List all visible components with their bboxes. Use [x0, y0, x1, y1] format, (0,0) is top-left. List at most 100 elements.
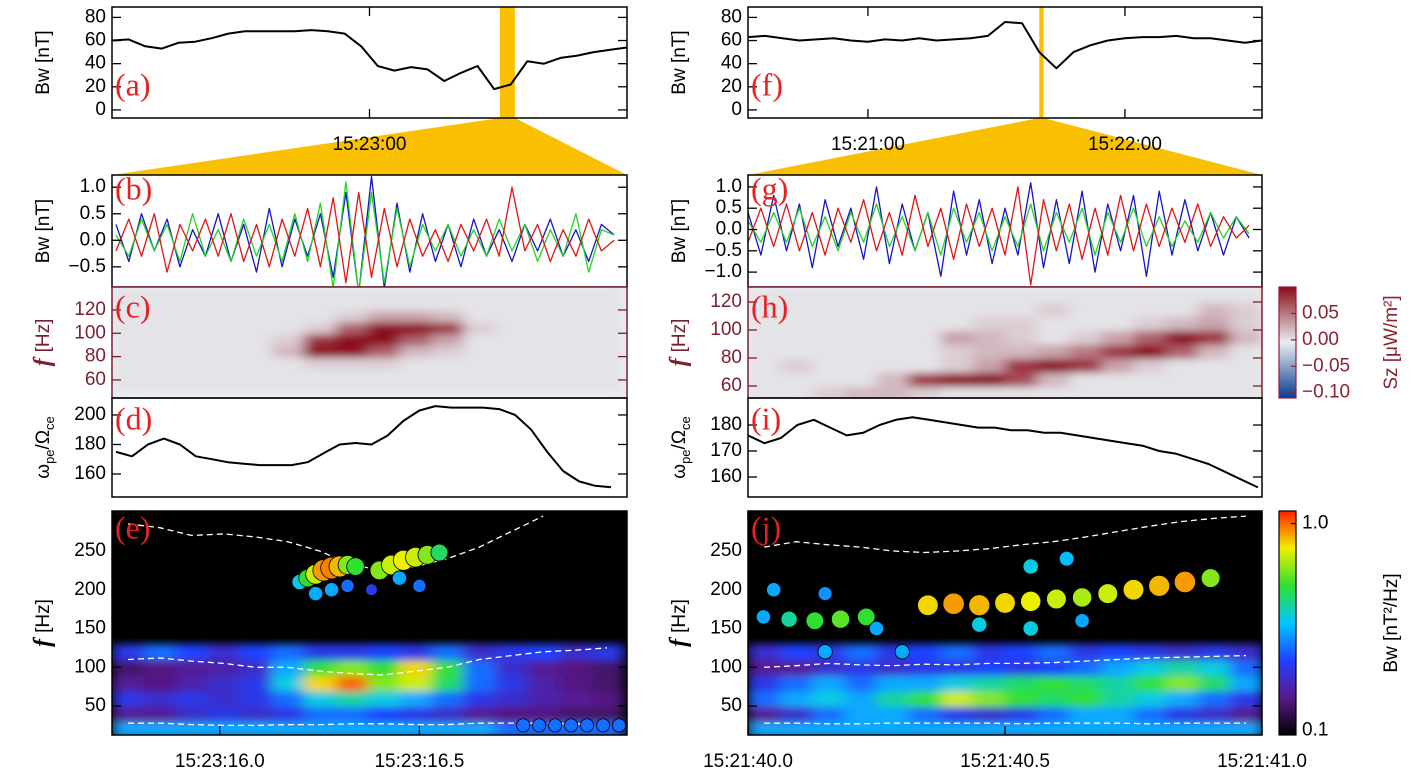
heatmap-cell: [812, 721, 846, 735]
x-tick-label: 15:23:00: [333, 134, 407, 155]
heatmap-cell: [367, 690, 401, 708]
heatmap-cell: [175, 333, 209, 346]
reference-line: [127, 647, 608, 676]
heatmap-cell: [1069, 371, 1103, 387]
heatmap-cell: [1197, 690, 1231, 708]
heatmap-cell: [748, 329, 782, 345]
heatmap-cell: [780, 644, 814, 661]
heatmap-cell: [1229, 371, 1262, 387]
heatmap-cell: [207, 379, 241, 393]
heatmap-cell: [591, 309, 625, 323]
heatmap-cell: [780, 329, 814, 345]
heatmap-cell: [1197, 301, 1231, 317]
heatmap-cell: [271, 690, 305, 708]
heatmap-cell: [175, 644, 209, 661]
panel-label: (j): [751, 509, 781, 545]
heatmap-cell: [1133, 357, 1167, 373]
y-tick-label: 100: [710, 656, 742, 677]
y-tick-label: 160: [710, 466, 742, 487]
heatmap-cell: [908, 287, 942, 303]
heatmap-cell: [495, 644, 529, 661]
heatmap-cell: [335, 644, 369, 661]
heatmap-cell: [876, 357, 910, 373]
heatmap-cell: [367, 659, 401, 677]
heatmap-cell: [812, 357, 846, 373]
heatmap-cell: [143, 333, 177, 346]
heatmap-cell: [143, 721, 177, 735]
y-axis-label-part: f: [666, 637, 692, 647]
heatmap-cell: [1197, 287, 1231, 303]
wave-point: [1022, 620, 1039, 637]
heatmap-cell: [239, 379, 273, 393]
heatmap-cell: [367, 721, 401, 735]
heatmap-cell: [495, 368, 529, 381]
heatmap-cell: [972, 287, 1006, 303]
heatmap-cell: [844, 385, 878, 398]
heatmap-cell: [175, 356, 209, 370]
heatmap-cell: [112, 298, 145, 311]
heatmap-cell: [591, 333, 625, 346]
data-line: [115, 405, 612, 489]
y-tick-label: 150: [710, 618, 742, 639]
heatmap-cell: [335, 721, 369, 735]
y-tick-label: 40: [85, 53, 106, 74]
heatmap-cell: [175, 321, 209, 335]
heatmap-cell: [972, 357, 1006, 373]
heatmap-cell: [399, 721, 433, 735]
heatmap-cell: [239, 333, 273, 346]
plot-area: [748, 287, 1262, 398]
heatmap-cell: [1197, 371, 1231, 387]
heatmap-cell: [1005, 690, 1039, 708]
heatmap-cell: [399, 298, 433, 311]
y-axis-label-part: ω: [33, 464, 54, 479]
heatmap-cell: [335, 368, 369, 381]
heatmap-cell: [112, 356, 145, 370]
heatmap-cell: [1005, 329, 1039, 345]
wave-point: [817, 644, 833, 660]
heatmap-cell: [844, 301, 878, 317]
colorbar-tick-label: −0.10: [1302, 382, 1350, 403]
heatmap-cell: [399, 644, 433, 661]
y-tick-label: 160: [74, 463, 106, 484]
heatmap-cell: [559, 321, 593, 335]
heatmap-cell: [780, 357, 814, 373]
heatmap-cells: [748, 287, 1262, 398]
heatmap-cell: [1101, 343, 1135, 359]
heatmap-cell: [940, 706, 974, 723]
heatmap-cell: [112, 721, 145, 735]
heatmap-cell: [1197, 385, 1231, 398]
heatmap-cell: [1229, 357, 1262, 373]
heatmap-cell: [908, 371, 942, 387]
heatmap-cell: [812, 385, 846, 398]
y-axis-label-part: /Ω: [33, 430, 54, 449]
wave-point: [917, 594, 939, 616]
heatmap-cell: [303, 309, 337, 323]
y-tick-label: 0.0: [716, 219, 742, 240]
heatmap-cell: [271, 379, 305, 393]
heatmap-cell: [112, 368, 145, 381]
wave-point: [971, 616, 988, 633]
heatmap-cell: [780, 706, 814, 723]
x-tick-label: 15:21:41.0: [1217, 751, 1307, 772]
heatmap-cell: [940, 357, 974, 373]
x-tick-label: 15:21:40.5: [960, 751, 1050, 772]
heatmap-cell: [1101, 644, 1135, 661]
heatmap-cell: [908, 675, 942, 692]
wave-point: [968, 594, 991, 617]
heatmap-cell: [143, 659, 177, 677]
y-axis-label: Bw [nT]: [669, 199, 690, 263]
heatmap-cell: [748, 675, 782, 692]
reference-line: [764, 654, 1246, 668]
heatmap-cell: [175, 706, 209, 723]
wave-point: [1122, 579, 1145, 601]
heatmap-cell: [940, 371, 974, 387]
heatmap-cell: [527, 706, 561, 723]
heatmap-cell: [1005, 659, 1039, 677]
wave-point: [548, 718, 563, 733]
heatmap-cell: [591, 644, 625, 661]
heatmap-cell: [1165, 659, 1199, 677]
y-axis-label: f [Hz]: [666, 319, 692, 367]
axes-frame: [747, 397, 1263, 498]
y-tick-label: 150: [74, 618, 106, 639]
y-tick-label: 0.5: [716, 197, 742, 218]
